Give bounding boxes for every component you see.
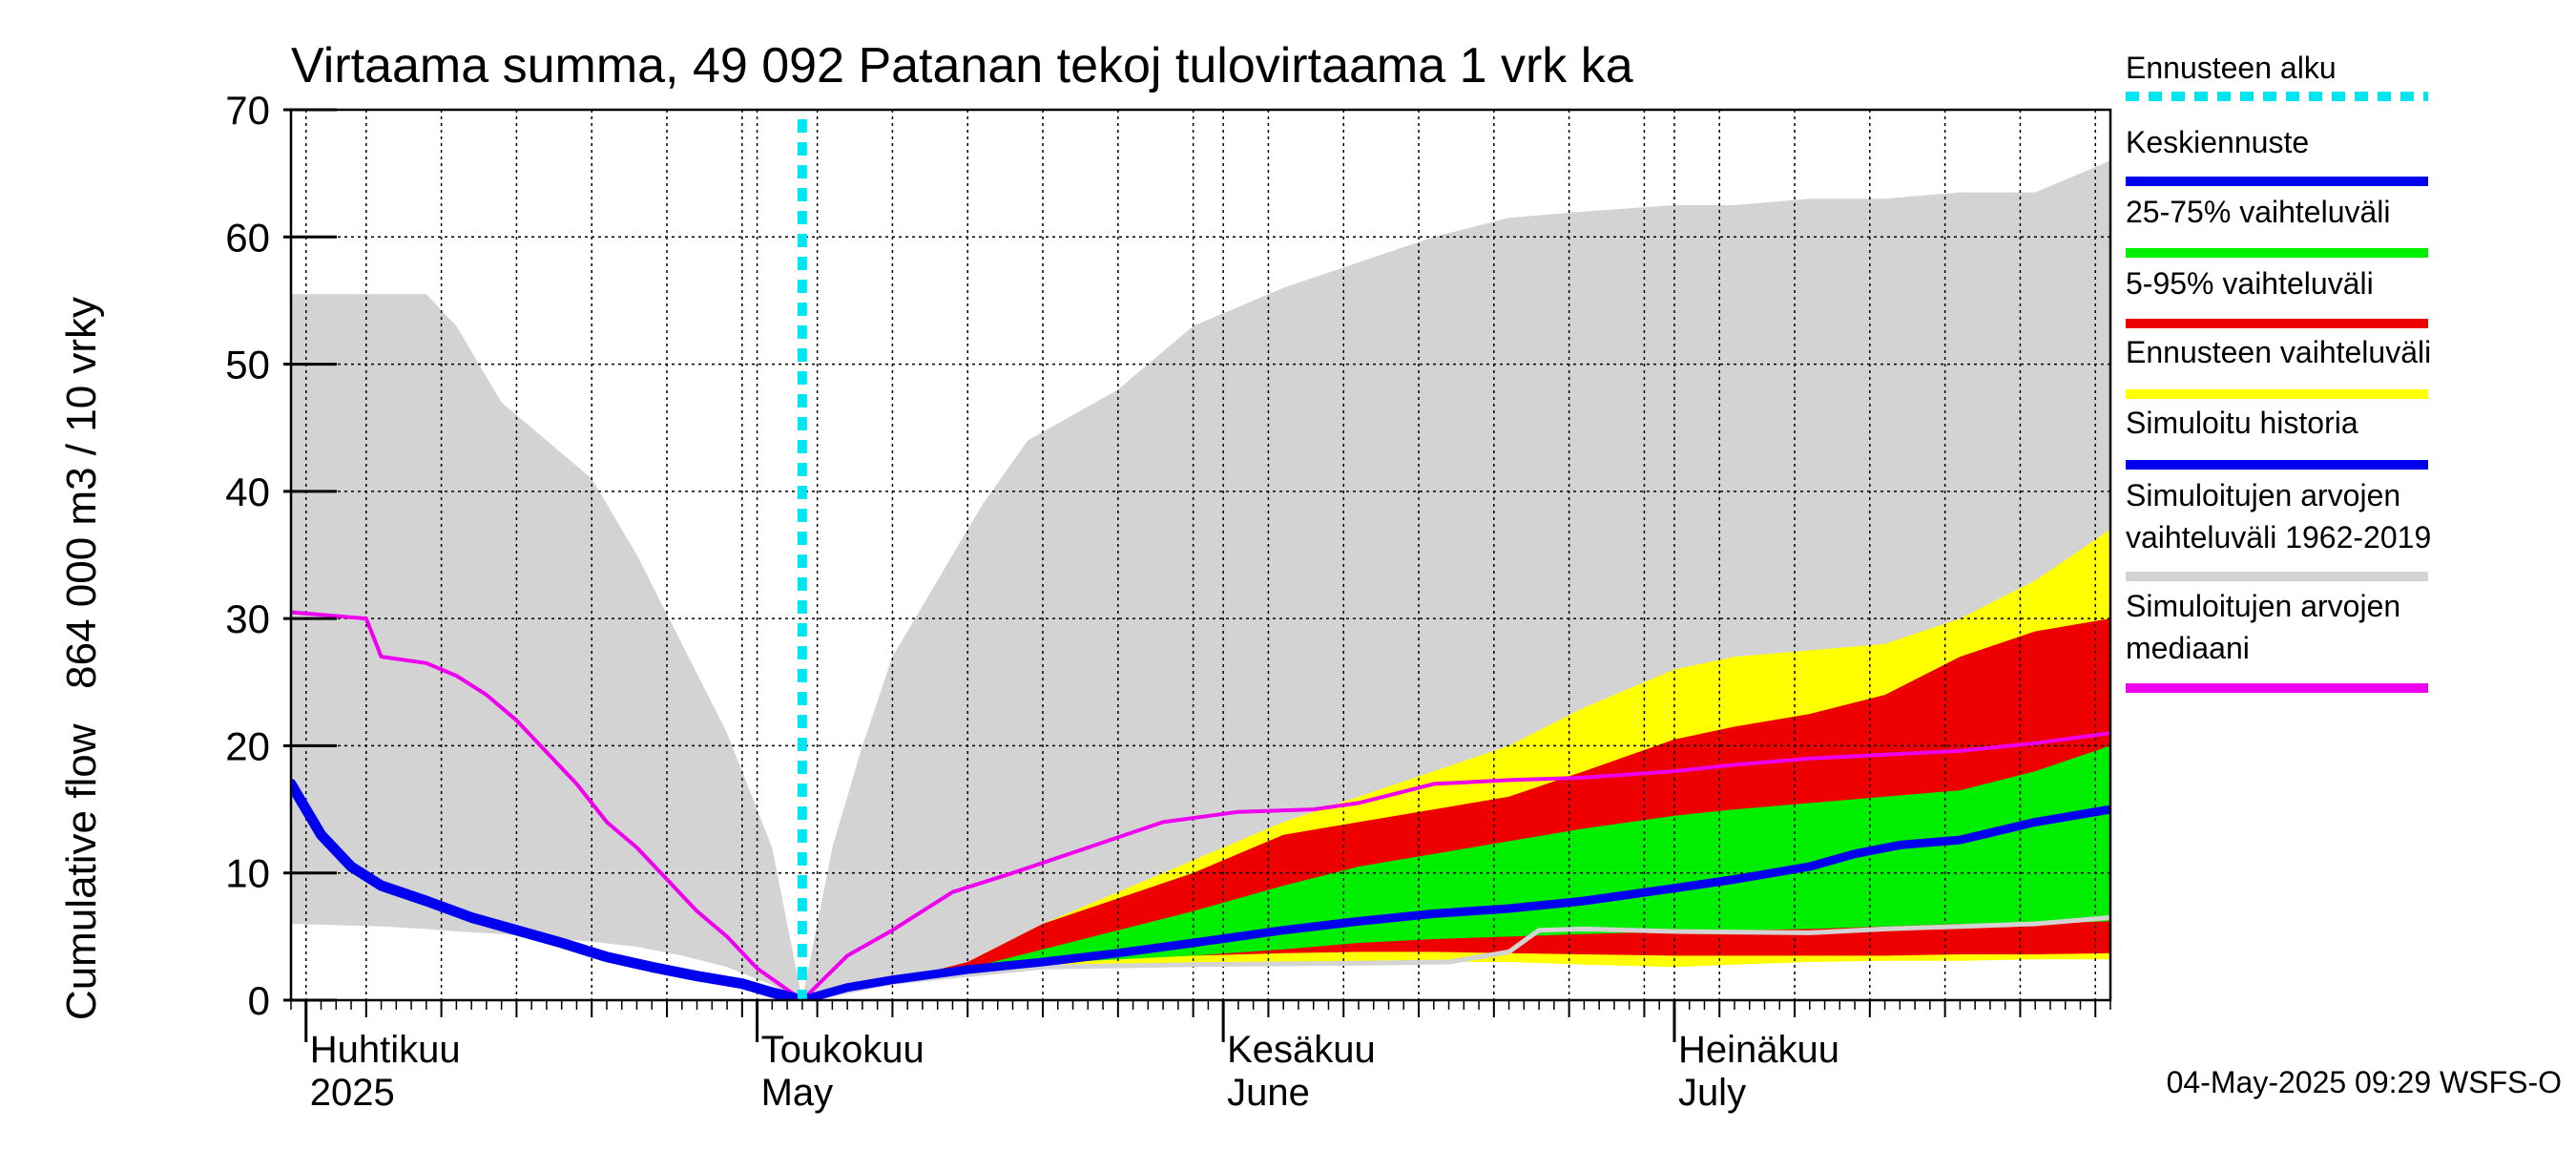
- legend-item: Simuloitujen arvojen vaihteluväli 1962-20…: [2126, 478, 2431, 581]
- legend-label: vaihteluväli 1962-2019: [2126, 520, 2431, 554]
- x-month-sublabel: May: [761, 1072, 834, 1114]
- y-tick-label: 10: [225, 851, 270, 896]
- legend-item: Keskiennuste: [2126, 125, 2428, 186]
- x-month-label: Huhtikuu: [310, 1029, 461, 1071]
- legend-label: Simuloitujen arvojen: [2126, 478, 2400, 512]
- line-keskiennuste: [798, 805, 2110, 1000]
- x-month-sublabel: July: [1678, 1072, 1746, 1114]
- x-month-label: Kesäkuu: [1227, 1029, 1376, 1071]
- y-tick-label: 30: [225, 596, 270, 641]
- legend-label: Ennusteen vaihteluväli: [2126, 335, 2431, 369]
- chart-title: Virtaama summa, 49 092 Patanan tekoj tul…: [291, 38, 1633, 94]
- y-axis: 0 10 20 30 40 50 60 70: [225, 88, 337, 1023]
- y-tick-label: 20: [225, 723, 270, 768]
- y-tick-label: 50: [225, 343, 270, 387]
- line-median-lower-line: [800, 914, 2110, 1000]
- legend-item: Ennusteen vaihteluväli: [2126, 335, 2431, 399]
- legend-item: Ennusteen alku: [2126, 51, 2428, 101]
- line-simuloitujen-arvojen-mediaani: [291, 610, 2110, 1000]
- x-month-sublabel: 2025: [310, 1072, 395, 1114]
- legend-item: Simuloitu historia: [2126, 406, 2428, 470]
- legend-label: 25-75% vaihteluväli: [2126, 195, 2391, 229]
- legend-label: 5-95% vaihteluväli: [2126, 266, 2374, 301]
- legend-label: Simuloitujen arvojen: [2126, 589, 2400, 623]
- legend-item: Simuloitujen arvojen mediaani: [2126, 589, 2428, 693]
- band-25-75-vaihteluv-li: [801, 745, 2110, 1000]
- legend-item: 25-75% vaihteluväli: [2126, 195, 2428, 258]
- line-simuloitu-historia: [291, 778, 808, 1000]
- x-month-label: Heinäkuu: [1678, 1029, 1839, 1071]
- x-month-label: Toukokuu: [761, 1029, 924, 1071]
- y-tick-label: 70: [225, 88, 270, 133]
- footer-timestamp: 04-May-2025 09:29 WSFS-O: [2167, 1065, 2562, 1099]
- line-layer: [291, 610, 2110, 1000]
- legend-label: Keskiennuste: [2126, 125, 2309, 159]
- legend-label: Simuloitu historia: [2126, 406, 2358, 440]
- legend-label: mediaani: [2126, 631, 2250, 665]
- legend-item: 5-95% vaihteluväli: [2126, 266, 2428, 328]
- x-month-sublabel: June: [1227, 1072, 1310, 1114]
- y-tick-label: 0: [248, 978, 270, 1023]
- y-axis-label: Cumulative flow 864 000 m3 / 10 vrky: [58, 297, 105, 1020]
- legend-label: Ennusteen alku: [2126, 51, 2337, 85]
- plot-frame: [289, 108, 2112, 1002]
- y-tick-label: 40: [225, 470, 270, 514]
- legend: Ennusteen alku Keskiennuste 25-75% vaihtel…: [2126, 51, 2431, 693]
- series-layer: [291, 160, 2110, 1000]
- y-tick-label: 60: [225, 215, 270, 260]
